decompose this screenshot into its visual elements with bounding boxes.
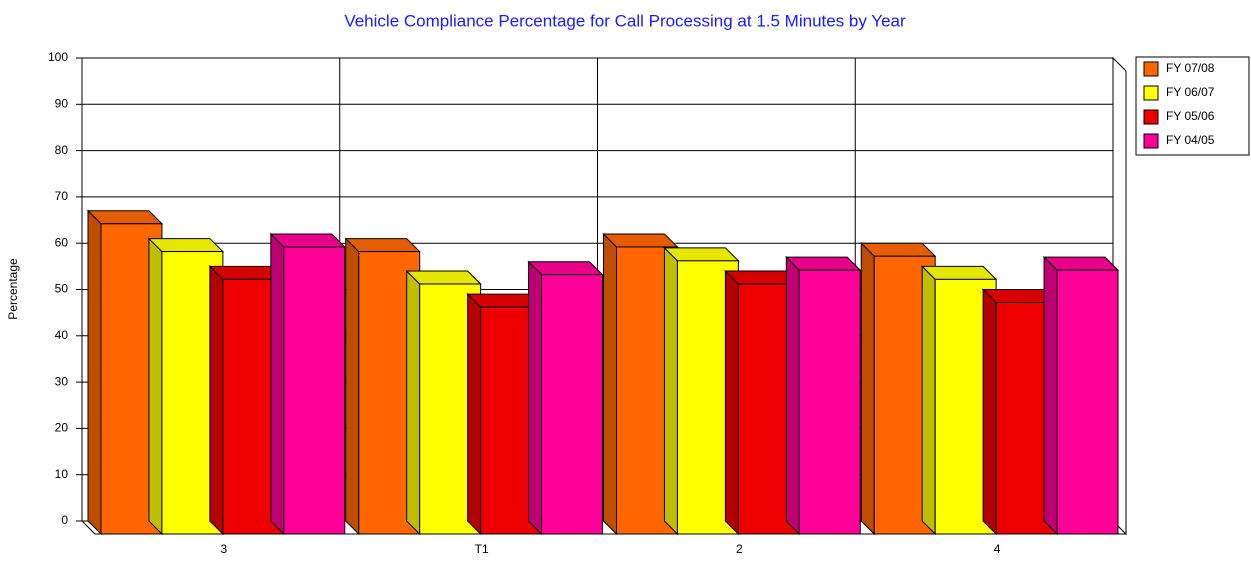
bar-side bbox=[663, 246, 678, 536]
bar bbox=[527, 260, 604, 536]
legend-label: FY 07/08 bbox=[1166, 61, 1215, 75]
bar-top bbox=[344, 238, 421, 253]
legend-swatch bbox=[1143, 109, 1159, 125]
y-tick-label: 50 bbox=[55, 282, 69, 296]
y-tick-label: 100 bbox=[48, 50, 68, 64]
bar-side bbox=[345, 237, 360, 536]
legend-label: FY 04/05 bbox=[1166, 133, 1215, 147]
legend-label: FY 06/07 bbox=[1166, 85, 1215, 99]
x-tick-label: 2 bbox=[736, 542, 743, 556]
bar-front bbox=[798, 269, 861, 535]
bar-top bbox=[405, 270, 482, 285]
y-tick-label: 10 bbox=[55, 467, 69, 481]
bar-top bbox=[527, 261, 604, 276]
y-tick-label: 40 bbox=[55, 328, 69, 342]
bar-side bbox=[724, 269, 739, 536]
bar-top bbox=[785, 256, 862, 271]
bar-side bbox=[982, 288, 997, 536]
bar-side bbox=[785, 255, 800, 536]
legend-label: FY 05/06 bbox=[1166, 109, 1215, 123]
bar-side bbox=[87, 209, 102, 536]
bar-top bbox=[663, 247, 740, 262]
y-tick-label: 60 bbox=[55, 235, 69, 249]
bar-top bbox=[147, 238, 225, 253]
bar-side bbox=[1043, 255, 1058, 536]
bar-side bbox=[921, 265, 936, 536]
bar-side bbox=[603, 232, 617, 536]
bar bbox=[1042, 255, 1120, 536]
bar-side bbox=[467, 292, 482, 536]
y-tick-label: 30 bbox=[55, 374, 69, 388]
bar-side bbox=[406, 269, 421, 536]
x-tick-label: T1 bbox=[475, 542, 489, 556]
bar-top bbox=[1042, 256, 1120, 271]
bar-side bbox=[209, 265, 224, 536]
bar-side bbox=[860, 241, 875, 536]
legend-swatch bbox=[1143, 61, 1159, 77]
bar-side bbox=[148, 237, 163, 536]
y-axis-label: Percentage bbox=[6, 258, 20, 320]
x-tick-label: 4 bbox=[994, 542, 1001, 556]
y-tick-label: 20 bbox=[55, 421, 69, 435]
bar bbox=[269, 232, 346, 536]
y-tick-label: 80 bbox=[55, 143, 69, 157]
bar-top bbox=[602, 233, 679, 248]
bar-front bbox=[541, 274, 603, 535]
bar bbox=[785, 255, 862, 536]
bar-side bbox=[528, 260, 543, 536]
bar-top bbox=[86, 210, 164, 225]
bar-top bbox=[920, 265, 998, 280]
y-tick-label: 90 bbox=[55, 96, 69, 110]
y-tick-label: 0 bbox=[61, 513, 68, 527]
chart-title: Vehicle Compliance Percentage for Call P… bbox=[344, 11, 906, 30]
bar-front bbox=[283, 246, 346, 535]
x-tick-label: 3 bbox=[221, 542, 228, 556]
legend-swatch bbox=[1143, 85, 1159, 101]
bar-top bbox=[269, 233, 346, 248]
bar-top bbox=[860, 242, 937, 257]
legend-swatch bbox=[1143, 133, 1159, 149]
bar-side bbox=[270, 232, 285, 536]
bar-front bbox=[1056, 269, 1119, 535]
y-tick-label: 70 bbox=[55, 189, 69, 203]
